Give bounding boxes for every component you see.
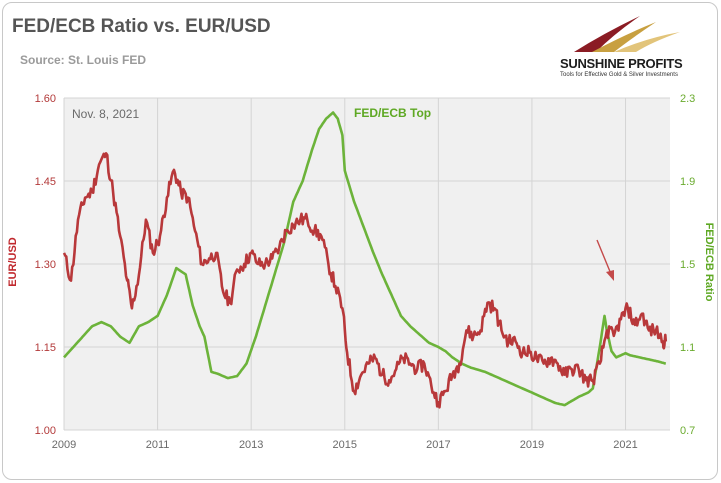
y-right-tick-label: 1.5	[680, 259, 695, 271]
y-left-tick-label: 1.60	[35, 93, 56, 105]
x-tick-label: 2019	[520, 439, 544, 451]
logo-tagline: Tools for Effective Gold & Silver Invest…	[560, 72, 678, 78]
x-tick-label: 2017	[426, 439, 450, 451]
sunshine-profits-logo: SUNSHINE PROFITS Tools for Effective Gol…	[556, 12, 706, 82]
fed-ecb-top-annotation: FED/ECB Top	[354, 106, 431, 120]
y-right-tick-label: 1.9	[680, 176, 695, 188]
eurusd-line	[62, 152, 668, 409]
y-right-tick-label: 2.3	[680, 93, 695, 105]
logo-name: SUNSHINE PROFITS	[560, 56, 683, 71]
trend-arrow-icon	[596, 239, 614, 281]
series-lines	[62, 111, 668, 409]
x-tick-label: 2013	[239, 439, 263, 451]
fed-ecb-line	[63, 111, 667, 407]
gridlines	[63, 97, 670, 431]
y-right-axis-label: FED/ECB Ratio	[703, 223, 715, 302]
chart-subtitle: Source: St. Louis FED	[20, 53, 147, 67]
x-tick-label: 2009	[52, 439, 76, 451]
y-left-tick-label: 1.15	[35, 342, 56, 354]
date-annotation: Nov. 8, 2021	[72, 107, 139, 121]
logo-swoosh-icon	[574, 16, 680, 52]
y-left-tick-label: 1.30	[35, 259, 56, 271]
y-left-tick-label: 1.00	[35, 425, 56, 437]
tick-labels: 1.00 0.7 1.15 1.1 1.30 1.5 1.45 1.9 1.60 2.3 2009 2…	[35, 93, 696, 451]
y-left-axis-label: EUR/USD	[7, 237, 19, 287]
y-left-tick-label: 1.45	[35, 176, 56, 188]
y-right-tick-label: 1.1	[680, 342, 695, 354]
x-tick-label: 2015	[333, 439, 357, 451]
x-tick-label: 2011	[146, 439, 170, 451]
x-tick-label: 2021	[613, 439, 637, 451]
chart-title: FED/ECB Ratio vs. EUR/USD	[12, 16, 271, 37]
y-right-tick-label: 0.7	[680, 425, 695, 437]
